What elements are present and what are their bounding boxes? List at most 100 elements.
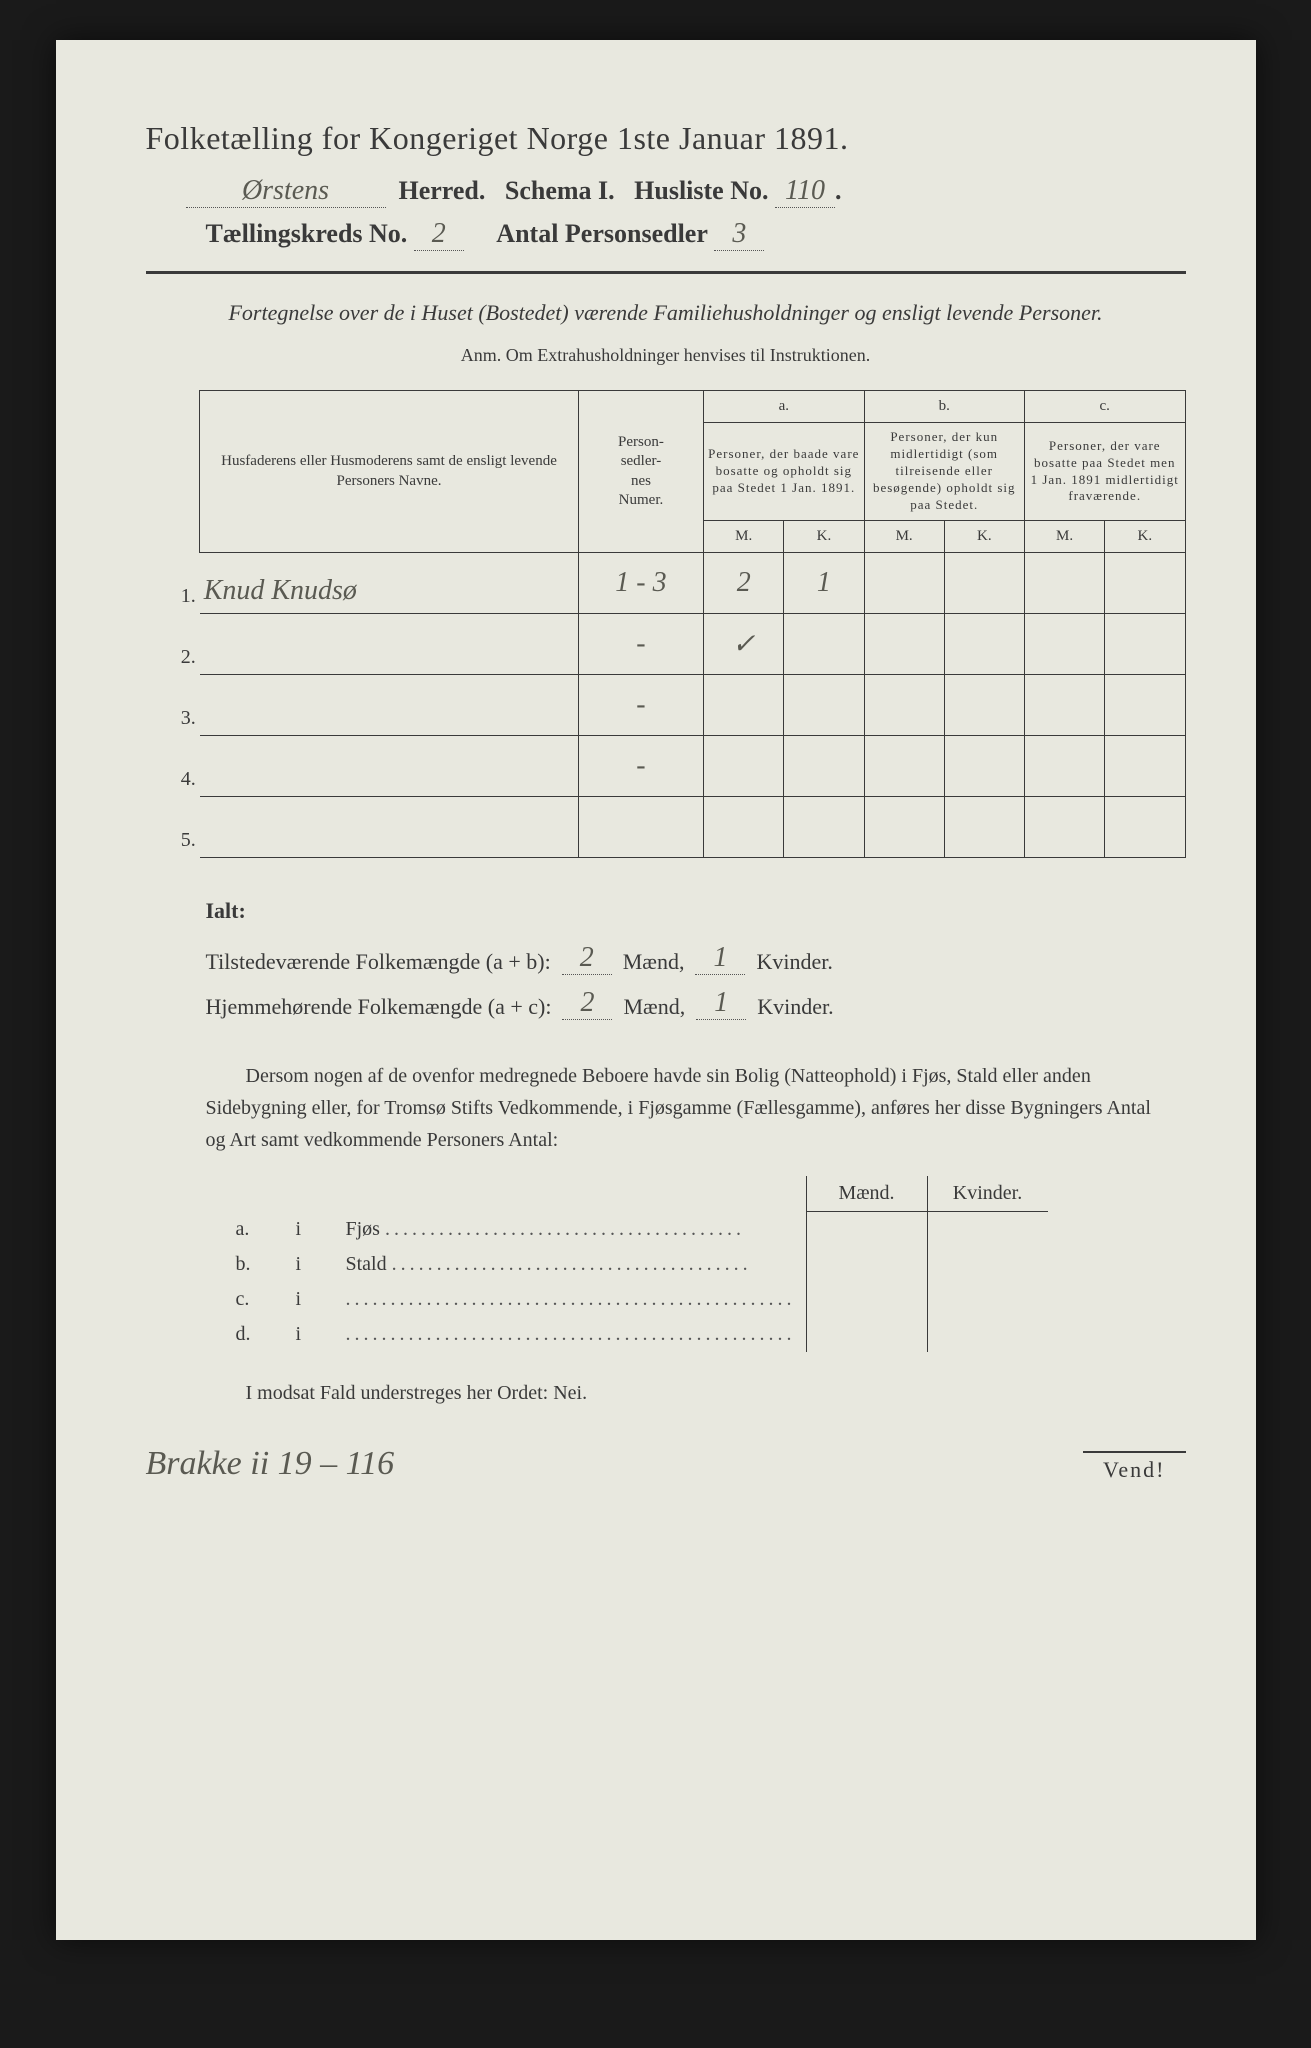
- a-k-cell: 1: [784, 553, 864, 614]
- nei-line: I modsat Fald understreges her Ordet: Ne…: [246, 1382, 1186, 1405]
- numer-cell: [578, 797, 703, 858]
- row-number: 4.: [146, 736, 200, 797]
- b-k-cell: [944, 675, 1024, 736]
- c-m-cell: [1024, 553, 1104, 614]
- side-letter: a.: [226, 1212, 286, 1247]
- numer-cell: -: [578, 614, 703, 675]
- col-b-letter: b.: [864, 390, 1024, 423]
- side-k-val: [927, 1317, 1048, 1352]
- anm-text: Anm. Om Extrahusholdninger henvises til …: [146, 345, 1186, 366]
- col-numer-header: Person- sedler- nes Numer.: [578, 390, 703, 552]
- side-head-m: Mænd.: [806, 1176, 927, 1212]
- b-k-cell: [944, 797, 1024, 858]
- name-cell: [200, 797, 579, 858]
- b-k-cell: [944, 553, 1024, 614]
- b-m-cell: [864, 736, 944, 797]
- col-b-header: Personer, der kun midlertidigt (som tilr…: [864, 423, 1024, 520]
- b-m-cell: [864, 614, 944, 675]
- side-i: i: [286, 1317, 336, 1352]
- kvinder-label-2: Kvinder.: [757, 994, 833, 1019]
- row-number: 3.: [146, 675, 200, 736]
- side-row: c.i.....................................…: [226, 1282, 1048, 1317]
- side-k-val: [927, 1247, 1048, 1282]
- herred-value: Ørstens: [242, 175, 329, 206]
- totals-row-1: Tilstedeværende Folkemængde (a + b): 2 M…: [206, 942, 1186, 975]
- totals-row-2: Hjemmehørende Folkemængde (a + c): 2 Mæn…: [206, 987, 1186, 1020]
- side-row: d.i.....................................…: [226, 1317, 1048, 1352]
- maend-label: Mænd,: [623, 949, 685, 974]
- row-number: 5.: [146, 797, 200, 858]
- side-label: Stald ..................................…: [336, 1247, 807, 1282]
- kvinder-label: Kvinder.: [756, 949, 832, 974]
- name-cell: Knud Knudsø: [200, 553, 579, 614]
- side-row: a.iFjøs ................................…: [226, 1212, 1048, 1247]
- name-cell: [200, 736, 579, 797]
- c-m-cell: [1024, 736, 1104, 797]
- totals-row1-label: Tilstedeværende Folkemængde (a + b):: [206, 949, 551, 974]
- numer-cell: -: [578, 675, 703, 736]
- vend-label: Vend!: [1083, 1451, 1186, 1483]
- col-b-k: K.: [944, 520, 1024, 553]
- totals-row2-m: 2: [580, 987, 594, 1018]
- col-name-header: Husfaderens eller Husmoderens samt de en…: [200, 390, 579, 552]
- a-m-cell: ✓: [704, 614, 784, 675]
- totals-row2-k: 1: [714, 987, 728, 1018]
- col-c-k: K.: [1105, 520, 1185, 553]
- b-k-cell: [944, 614, 1024, 675]
- totals-row1-m: 2: [580, 942, 594, 973]
- census-form-page: Folketælling for Kongeriget Norge 1ste J…: [56, 40, 1256, 1940]
- numer-cell: 1 - 3: [578, 553, 703, 614]
- side-building-table: Mænd. Kvinder. a.iFjøs .................…: [226, 1176, 1048, 1352]
- side-k-val: [927, 1282, 1048, 1317]
- a-m-cell: [704, 736, 784, 797]
- col-a-m: M.: [704, 520, 784, 553]
- b-m-cell: [864, 553, 944, 614]
- row-number: 2.: [146, 614, 200, 675]
- side-k-val: [927, 1212, 1048, 1247]
- side-m-val: [806, 1282, 927, 1317]
- header-line-1: Ørstens Herred. Schema I. Husliste No. 1…: [186, 175, 1186, 208]
- side-letter: b.: [226, 1247, 286, 1282]
- totals-block: Ialt: Tilstedeværende Folkemængde (a + b…: [206, 898, 1186, 1020]
- col-c-m: M.: [1024, 520, 1104, 553]
- a-k-cell: [784, 797, 864, 858]
- side-letter: c.: [226, 1282, 286, 1317]
- col-a-header: Personer, der baade vare bosatte og opho…: [704, 423, 864, 520]
- side-m-val: [806, 1247, 927, 1282]
- col-a-k: K.: [784, 520, 864, 553]
- side-head-k: Kvinder.: [927, 1176, 1048, 1212]
- side-m-val: [806, 1212, 927, 1247]
- table-row: 3. -: [146, 675, 1186, 736]
- table-row: 5.: [146, 797, 1186, 858]
- kreds-label: Tællingskreds No.: [206, 219, 408, 248]
- footer-handwriting: Brakke ii 19 – 116: [146, 1445, 395, 1483]
- c-k-cell: [1105, 797, 1185, 858]
- col-a-letter: a.: [704, 390, 864, 423]
- side-i: i: [286, 1282, 336, 1317]
- c-k-cell: [1105, 614, 1185, 675]
- name-cell: [200, 675, 579, 736]
- row-number: 1.: [146, 553, 200, 614]
- side-label: ........................................…: [336, 1317, 807, 1352]
- c-k-cell: [1105, 736, 1185, 797]
- side-label: Fjøs ...................................…: [336, 1212, 807, 1247]
- c-k-cell: [1105, 675, 1185, 736]
- footer: Brakke ii 19 – 116 Vend!: [146, 1445, 1186, 1483]
- side-letter: d.: [226, 1317, 286, 1352]
- b-k-cell: [944, 736, 1024, 797]
- b-m-cell: [864, 675, 944, 736]
- name-cell: [200, 614, 579, 675]
- table-row: 2. -✓: [146, 614, 1186, 675]
- b-m-cell: [864, 797, 944, 858]
- header-line-2: Tællingskreds No. 2 Antal Personsedler 3: [206, 218, 1186, 251]
- a-m-cell: [704, 675, 784, 736]
- a-k-cell: [784, 675, 864, 736]
- side-m-val: [806, 1317, 927, 1352]
- divider: [146, 271, 1186, 274]
- numer-cell: -: [578, 736, 703, 797]
- husliste-value: 110: [785, 175, 825, 206]
- husliste-label: Husliste No.: [634, 176, 768, 205]
- a-m-cell: [704, 797, 784, 858]
- a-k-cell: [784, 736, 864, 797]
- col-c-header: Personer, der vare bosatte paa Stedet me…: [1024, 423, 1185, 520]
